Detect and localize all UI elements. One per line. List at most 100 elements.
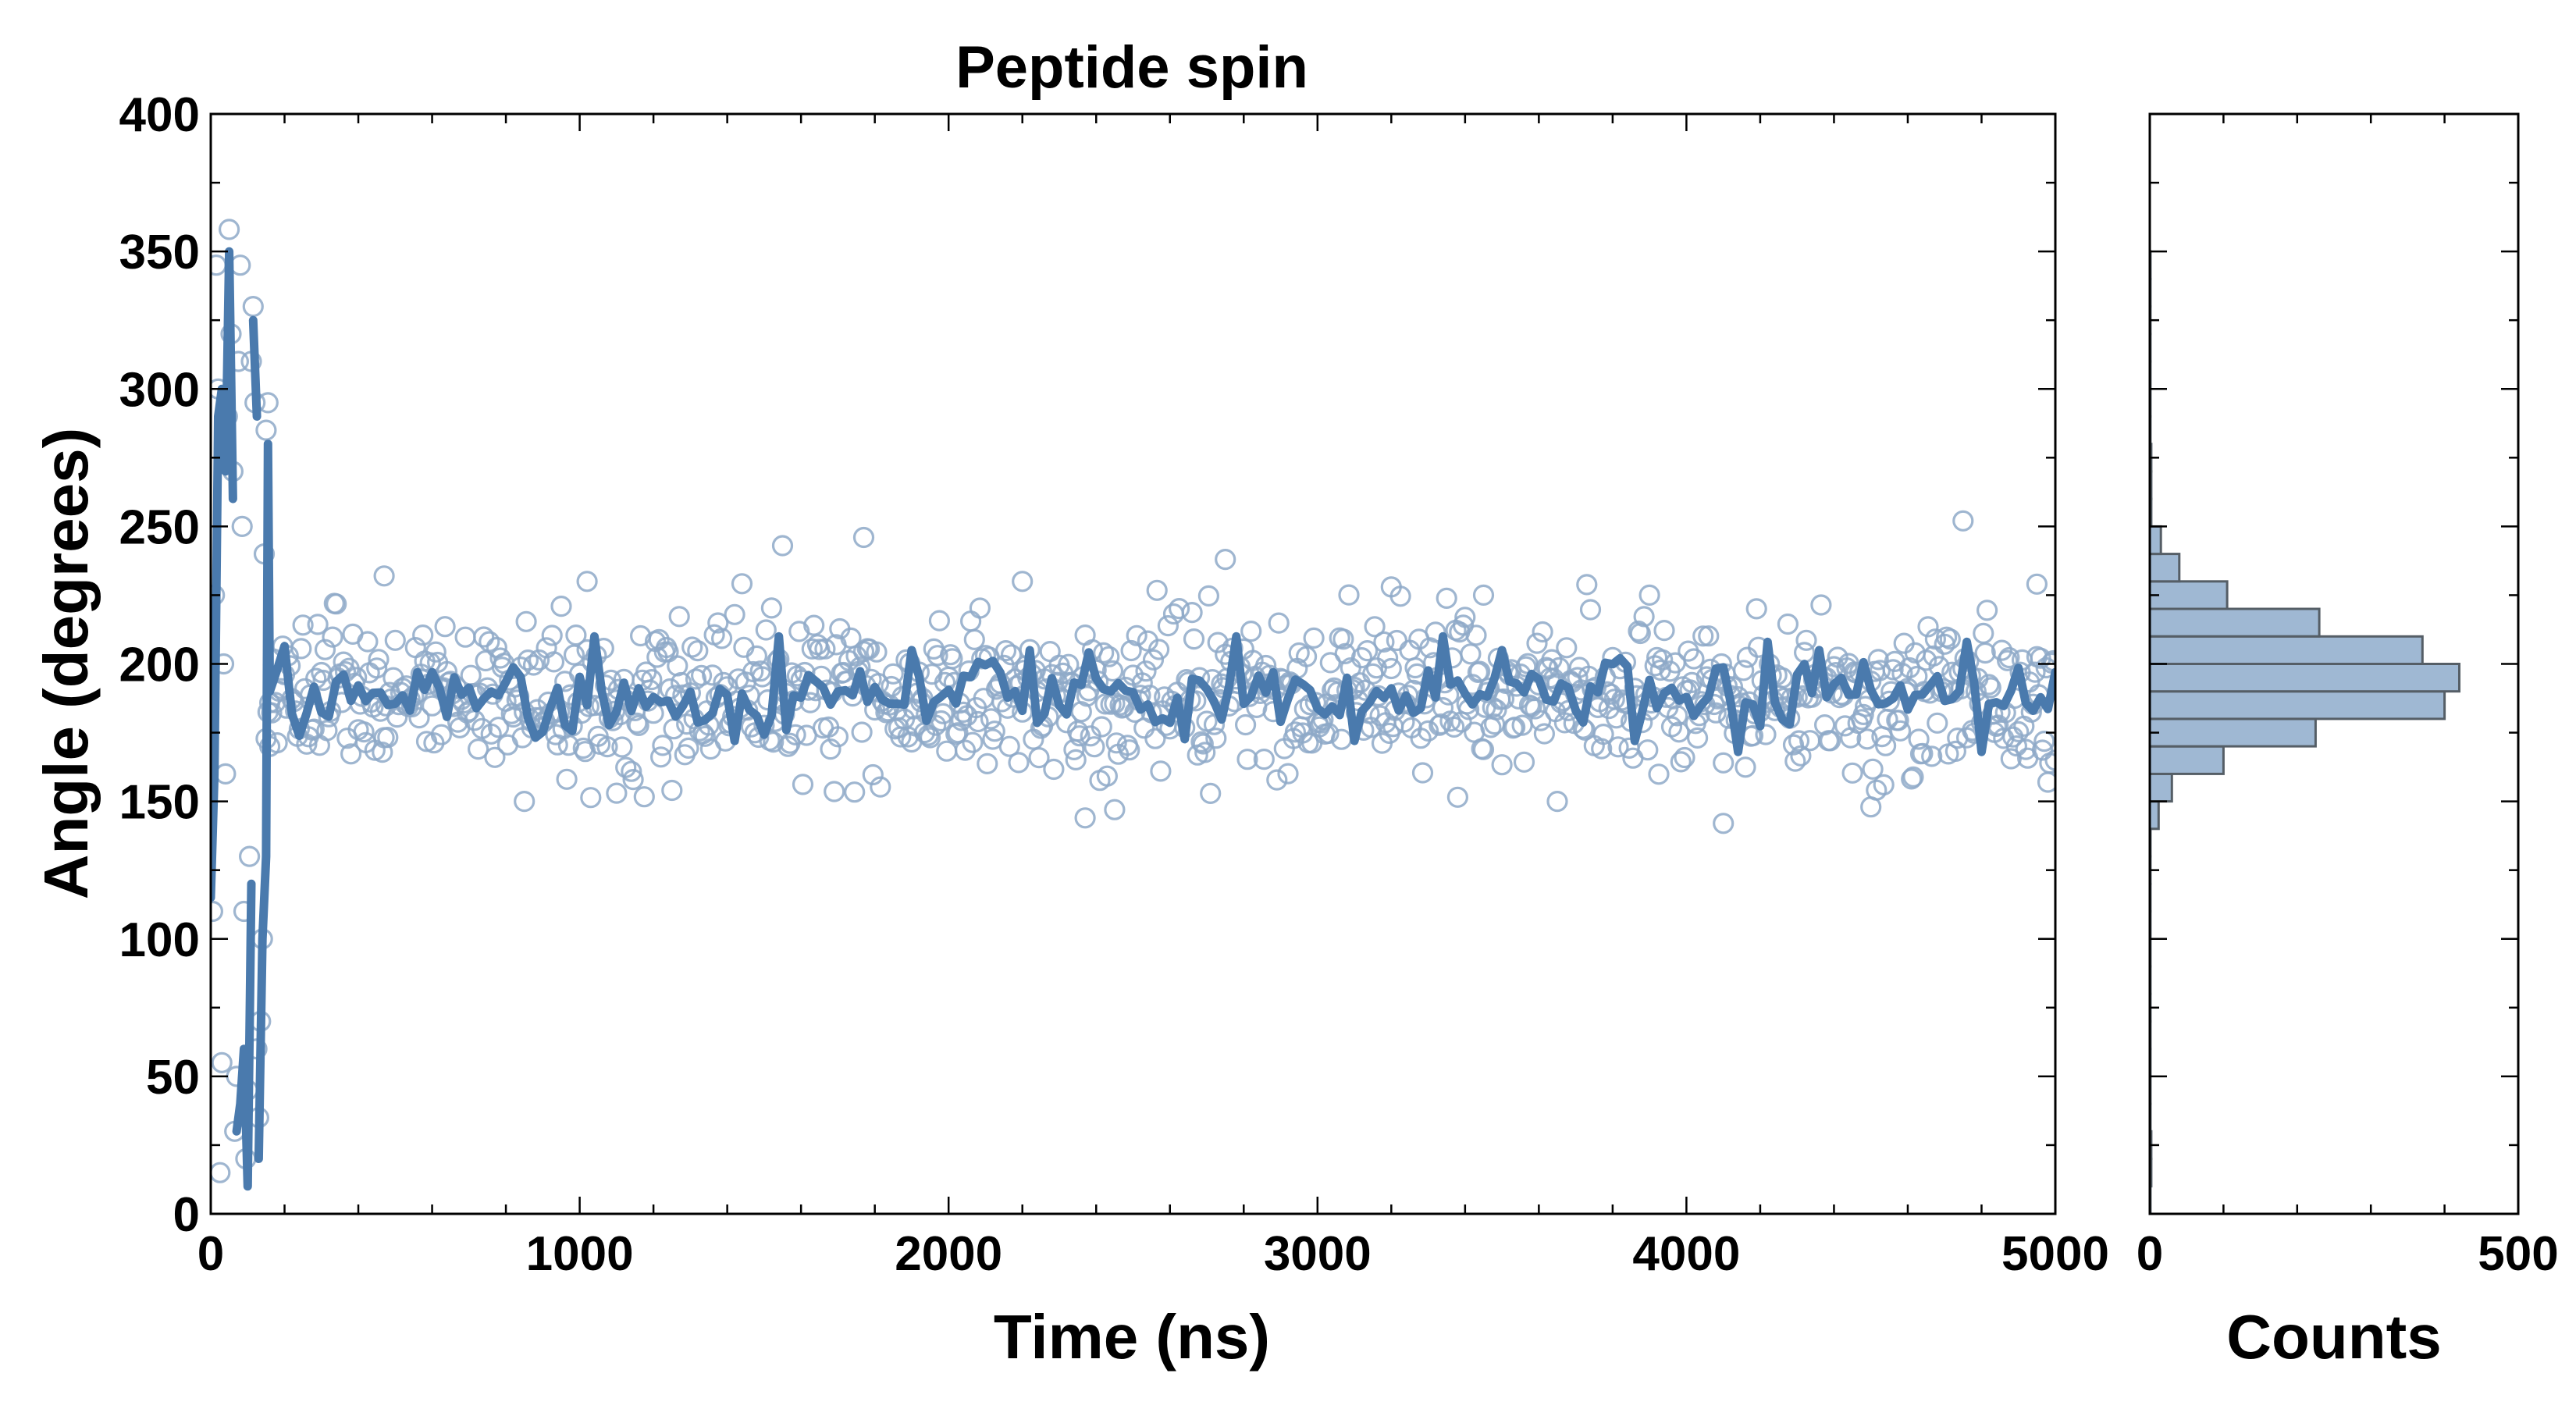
scatter-point xyxy=(615,756,637,778)
histogram-bar xyxy=(2148,553,2181,583)
running-average-line xyxy=(232,879,256,1191)
scatter-point xyxy=(242,296,264,318)
scatter-point xyxy=(919,727,941,749)
scatter-point xyxy=(1236,749,1258,770)
scatter-point xyxy=(1973,622,1994,645)
scatter-point xyxy=(515,610,537,632)
scatter-point xyxy=(1795,629,1817,651)
scatter-point xyxy=(745,645,768,667)
scatter-point xyxy=(626,712,648,735)
scatter-point xyxy=(1386,629,1408,652)
scatter-point xyxy=(1318,722,1340,745)
scatter-point xyxy=(460,664,482,686)
scatter-point xyxy=(1628,620,1649,642)
running-average xyxy=(211,247,2055,1191)
scatter-point xyxy=(1065,749,1087,771)
y-tick-label: 250 xyxy=(119,500,200,554)
histogram-panel: 0 500 xyxy=(2137,112,2559,1281)
scatter-point xyxy=(292,614,314,636)
scatter-point xyxy=(1168,597,1190,620)
scatter-point xyxy=(1653,619,1675,642)
scatter-point xyxy=(1465,624,1487,646)
scatter-point xyxy=(211,1162,231,1183)
main-axis-ticks xyxy=(209,112,2057,1215)
scatter-point xyxy=(239,845,261,867)
histogram-bar xyxy=(2148,772,2173,803)
scatter-point xyxy=(377,726,399,749)
scatter-point xyxy=(801,638,823,660)
scatter-point xyxy=(649,746,672,768)
scatter-point xyxy=(652,735,674,756)
scatter-point xyxy=(1460,643,1482,665)
histogram-bar xyxy=(2148,690,2446,721)
scatter-point xyxy=(1101,660,1124,682)
scatter-point xyxy=(777,735,799,757)
scatter-point xyxy=(1240,620,1262,642)
running-average-line xyxy=(248,315,262,421)
y-tick-label: 300 xyxy=(119,363,200,417)
scatter-point xyxy=(2000,748,2022,770)
scatter-point xyxy=(771,535,794,557)
scatter-point xyxy=(408,706,430,729)
scatter-point xyxy=(1546,790,1568,813)
scatter-point xyxy=(1205,728,1227,749)
scatter-point xyxy=(1373,631,1395,653)
scatter-point xyxy=(622,768,644,791)
scatter-point xyxy=(1980,677,2001,699)
scatter-point xyxy=(1039,640,1061,663)
scatter-point xyxy=(1266,769,1288,791)
scatter-point xyxy=(425,641,447,663)
scatter-point xyxy=(1889,720,1912,742)
scatter-point xyxy=(1633,606,1655,628)
scatter-point xyxy=(1436,587,1457,610)
scatter-point xyxy=(1939,628,1961,650)
scatter-point xyxy=(231,515,253,538)
scatter-point xyxy=(368,649,390,671)
scatter-point xyxy=(522,654,545,676)
scatter-point xyxy=(785,724,806,745)
scatter-point xyxy=(487,717,510,738)
scatter-point xyxy=(1670,751,1692,773)
scatter-point xyxy=(257,392,279,414)
scatter-point xyxy=(543,651,565,673)
scatter-point xyxy=(977,753,998,775)
scatter-point xyxy=(668,606,690,628)
scatter-point xyxy=(2008,721,2030,743)
scatter-point xyxy=(454,626,476,648)
scatter-point xyxy=(663,718,685,740)
scatter-point xyxy=(326,593,347,615)
scatter-point xyxy=(947,722,969,744)
scatter-panel: 0 1000 2000 3000 4000 5000 0 50 100 150 200 250 300 3… xyxy=(119,88,2109,1281)
scatter-point xyxy=(928,610,951,632)
y-tick-label: 100 xyxy=(119,913,200,967)
scatter-point xyxy=(760,597,783,619)
scatter-point xyxy=(1674,746,1695,769)
scatter-point xyxy=(596,735,618,758)
scatter-point xyxy=(1131,672,1153,694)
scatter-point xyxy=(514,790,535,813)
scatter-point xyxy=(1820,730,1841,752)
scatter-point xyxy=(1777,613,1799,635)
scatter-point xyxy=(1150,760,1172,782)
histogram-tick-labels: 0 500 xyxy=(2137,1227,2559,1281)
scatter-point xyxy=(1532,621,1553,643)
scatter-point xyxy=(467,738,489,760)
scatter-point xyxy=(290,638,312,660)
scatter-point xyxy=(2033,730,2055,753)
x-axis-label: Time (ns) xyxy=(994,1302,1270,1372)
scatter-point xyxy=(687,639,709,662)
scatter-point xyxy=(799,692,821,713)
scatter-point xyxy=(1683,648,1705,670)
scatter-point xyxy=(733,636,755,658)
scatter-point xyxy=(1454,607,1476,628)
scatter-point xyxy=(1681,671,1703,694)
y-tick-label: 400 xyxy=(119,88,200,142)
scatter-point xyxy=(925,714,947,736)
scatter-point xyxy=(576,571,598,592)
scatter-point xyxy=(1350,646,1373,669)
histogram-bar xyxy=(2148,607,2321,638)
scatter-point xyxy=(1144,728,1166,749)
scatter-point xyxy=(628,714,649,737)
scatter-point xyxy=(2044,749,2055,771)
histogram-bar xyxy=(2148,663,2460,693)
